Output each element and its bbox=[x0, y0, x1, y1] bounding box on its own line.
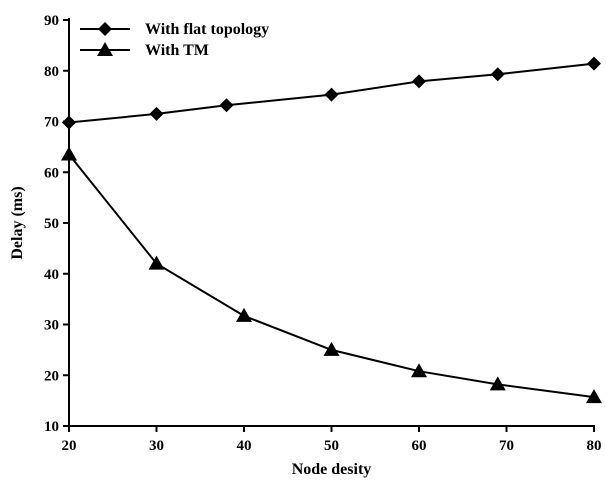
data-point-triangle bbox=[61, 146, 77, 161]
data-point-diamond bbox=[412, 74, 426, 89]
legend-marker-triangle bbox=[97, 42, 113, 56]
x-tick-label: 50 bbox=[324, 438, 339, 454]
y-tick-label: 20 bbox=[44, 368, 59, 384]
y-tick-label: 10 bbox=[44, 419, 59, 435]
y-tick-label: 80 bbox=[44, 64, 59, 80]
y-tick-label: 40 bbox=[44, 267, 59, 283]
series-line bbox=[68, 153, 595, 399]
data-point-triangle bbox=[489, 376, 506, 391]
legend-label: With TM bbox=[145, 42, 209, 59]
x-tick-label: 20 bbox=[62, 438, 77, 454]
axes bbox=[68, 18, 595, 427]
y-tick-label: 90 bbox=[44, 13, 59, 29]
data-point-diamond bbox=[149, 106, 164, 121]
data-point-triangle bbox=[323, 341, 340, 356]
y-tick-label: 50 bbox=[44, 216, 59, 232]
legend-label: With flat topology bbox=[145, 21, 269, 38]
x-ticks: 20 30 40 50 60 70 80 bbox=[62, 426, 602, 454]
legend-item: With flat topology bbox=[80, 21, 269, 38]
x-tick-label: 80 bbox=[587, 438, 602, 454]
x-tick-label: 70 bbox=[499, 438, 514, 454]
data-point-diamond bbox=[324, 87, 339, 102]
data-point-triangle bbox=[411, 363, 427, 378]
data-point-diamond bbox=[62, 115, 76, 130]
data-point-diamond bbox=[587, 56, 601, 71]
data-point-triangle bbox=[236, 307, 252, 322]
legend: With flat topology With TM bbox=[80, 21, 269, 59]
legend-marker-diamond bbox=[98, 22, 112, 36]
data-point-triangle bbox=[586, 389, 602, 404]
legend-item: With TM bbox=[80, 42, 209, 59]
data-point-diamond bbox=[490, 67, 505, 82]
x-axis-title: Node desity bbox=[292, 461, 372, 478]
data-point-triangle bbox=[148, 255, 165, 270]
y-ticks: 10 20 30 40 50 60 70 80 90 bbox=[44, 13, 69, 435]
y-tick-label: 70 bbox=[44, 115, 59, 131]
series-tm bbox=[61, 146, 602, 404]
y-tick-label: 60 bbox=[44, 165, 59, 181]
y-axis-title: Delay (ms) bbox=[9, 186, 26, 259]
series-layer bbox=[61, 56, 602, 404]
x-tick-label: 60 bbox=[412, 438, 427, 454]
x-tick-label: 30 bbox=[149, 438, 164, 454]
x-tick-label: 40 bbox=[237, 438, 252, 454]
series-flat-topology bbox=[62, 56, 601, 130]
data-point-diamond bbox=[219, 98, 234, 113]
y-tick-label: 30 bbox=[44, 318, 59, 334]
